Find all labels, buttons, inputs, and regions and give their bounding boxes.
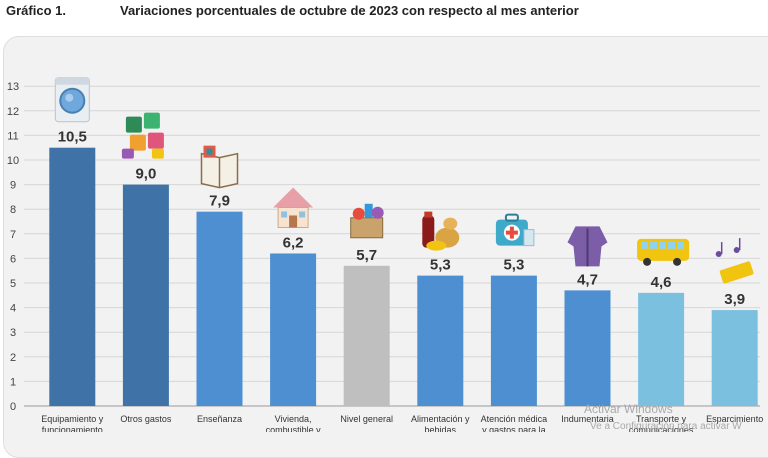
bar: [122, 184, 169, 406]
book-icon: [200, 145, 239, 189]
bar: [711, 310, 758, 406]
chart-header: Gráfico 1. Variaciones porcentuales de o…: [0, 0, 768, 34]
data-label: 9,0: [135, 166, 156, 183]
bar: [49, 147, 96, 406]
x-tick-label: Enseñanza: [197, 414, 242, 424]
x-tick-label: bebidas: [425, 425, 457, 432]
x-tick-label: Otros gastos: [120, 414, 172, 424]
medical-kit-icon: [495, 213, 535, 247]
windows-activation-subtext: Ve a Configuración para activar W: [590, 421, 742, 432]
y-tick-label: 10: [7, 155, 19, 167]
ticket-music-icon: [715, 238, 754, 284]
bus-icon: [637, 238, 690, 266]
data-label: 5,3: [430, 257, 451, 274]
food-drinks-icon: [422, 211, 460, 251]
y-tick-label: 7: [10, 229, 16, 241]
y-tick-label: 12: [7, 106, 19, 118]
x-tick-label: funcionamiento: [42, 425, 103, 432]
x-tick-label: Equipamiento y: [41, 414, 104, 424]
bar: [490, 275, 537, 406]
y-tick-label: 5: [10, 278, 16, 290]
x-tick-label: y gastos para la: [482, 425, 546, 432]
x-tick-label: Indumentaria: [561, 414, 614, 424]
x-tick-label: comunicaciones: [629, 425, 694, 432]
data-label: 4,6: [651, 274, 672, 291]
figure-label: Gráfico 1.: [6, 3, 66, 18]
bar: [196, 211, 243, 406]
x-tick-label: Alimentación y: [411, 414, 470, 424]
shopping-basket-icon: [350, 203, 384, 239]
x-tick-label: Transporte y: [636, 414, 687, 424]
data-label: 6,2: [283, 234, 304, 251]
money-puzzle-icon: [121, 112, 164, 159]
bar: [417, 275, 464, 406]
data-label: 3,9: [724, 291, 745, 308]
y-tick-label: 13: [7, 81, 19, 93]
x-tick-label: Atención médica: [481, 414, 548, 424]
y-tick-label: 6: [10, 253, 16, 265]
bar: [270, 253, 317, 406]
y-tick-label: 2: [10, 352, 16, 364]
data-label: 7,9: [209, 193, 230, 210]
y-tick-label: 0: [10, 401, 16, 413]
x-tick-label: Vivienda,: [275, 414, 312, 424]
bar: [564, 290, 611, 406]
data-label: 4,7: [577, 271, 598, 288]
bar: [638, 292, 685, 406]
bar: [343, 265, 390, 406]
y-tick-label: 11: [7, 130, 18, 142]
data-label: 5,7: [356, 247, 377, 264]
y-tick-label: 1: [10, 376, 16, 388]
y-tick-label: 9: [10, 180, 16, 192]
x-tick-label: Nivel general: [340, 414, 393, 424]
y-tick-label: 3: [10, 327, 16, 339]
x-tick-label: combustible y: [266, 425, 322, 432]
windows-activation-watermark: Activar Windows: [584, 402, 673, 416]
data-label: 10,5: [58, 129, 87, 146]
jacket-icon: [567, 226, 608, 267]
y-tick-label: 4: [10, 303, 16, 315]
chart-title: Variaciones porcentuales de octubre de 2…: [120, 3, 579, 18]
house-icon: [273, 187, 314, 228]
x-tick-label: Esparcimiento: [706, 414, 763, 424]
washing-machine-icon: [54, 77, 90, 123]
y-tick-label: 8: [10, 204, 16, 216]
data-label: 5,3: [503, 257, 524, 274]
